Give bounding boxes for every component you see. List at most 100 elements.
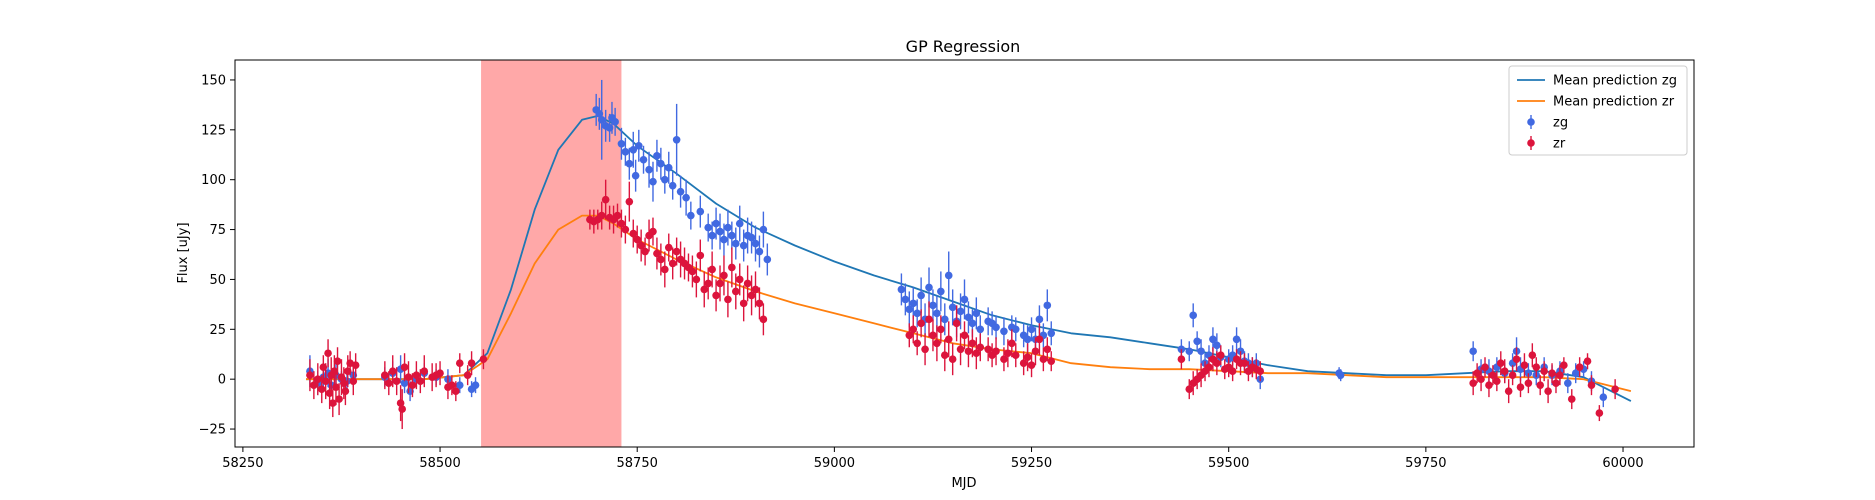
data-point-zr <box>1023 343 1032 372</box>
point-marker <box>940 315 949 324</box>
point-marker <box>420 367 429 375</box>
point-marker <box>708 265 716 274</box>
point-marker <box>1548 369 1556 377</box>
data-point-zg <box>1336 369 1345 382</box>
data-point-zg <box>901 283 910 316</box>
data-point-zg <box>964 301 973 334</box>
data-point-zr <box>948 343 957 376</box>
data-point-zr <box>328 389 337 418</box>
data-point-zr <box>1240 353 1249 374</box>
data-point-zg <box>905 291 914 328</box>
data-point-zr <box>696 239 705 272</box>
legend-entry-3: zg <box>1527 115 1568 131</box>
point-marker <box>645 165 653 174</box>
point-marker <box>649 177 657 186</box>
point-marker <box>763 255 772 264</box>
point-marker <box>917 319 925 328</box>
point-marker <box>1473 369 1481 377</box>
data-point-zr <box>324 339 332 368</box>
data-point-zg <box>1599 387 1608 408</box>
legend-entry-1: Mean prediction zg <box>1517 74 1677 89</box>
data-point-zr <box>743 265 752 302</box>
data-point-zr <box>668 247 677 280</box>
data-point-zr <box>1000 347 1008 372</box>
point-marker <box>1039 355 1048 364</box>
data-point-zr <box>704 267 712 300</box>
point-marker <box>968 339 977 348</box>
data-point-zr <box>692 261 701 298</box>
data-point-zr <box>1512 347 1521 372</box>
point-marker <box>1544 387 1552 395</box>
data-point-zr <box>1552 373 1560 394</box>
data-point-zr <box>306 359 314 392</box>
point-marker <box>639 155 648 164</box>
data-point-zr <box>964 335 973 368</box>
data-point-zr <box>1516 377 1525 398</box>
data-point-zg <box>645 151 653 188</box>
data-point-zr <box>1047 351 1056 372</box>
data-point-zr <box>621 215 630 244</box>
point-marker <box>1493 377 1501 385</box>
point-marker <box>956 345 965 354</box>
data-point-zr <box>909 315 918 344</box>
point-marker <box>1595 409 1604 417</box>
point-marker <box>1189 311 1198 320</box>
point-marker <box>1000 327 1008 336</box>
data-point-zr <box>1213 351 1221 376</box>
point-marker <box>692 275 701 284</box>
data-point-zr <box>1019 351 1028 376</box>
data-point-zr <box>1485 373 1493 398</box>
data-point-zg <box>455 377 464 394</box>
point-marker <box>739 299 748 308</box>
y-tick-label: 50 <box>209 273 226 288</box>
data-point-zr <box>1035 323 1044 356</box>
data-point-zg <box>672 103 681 176</box>
data-point-zr <box>921 333 929 366</box>
data-point-zr <box>452 381 460 402</box>
point-marker <box>1469 347 1477 356</box>
point-marker <box>381 371 389 379</box>
data-point-zr <box>1540 361 1548 382</box>
data-point-zg <box>728 221 736 250</box>
x-tick-label: 60000 <box>1602 456 1643 471</box>
data-point-zg <box>657 147 665 180</box>
data-point-zg <box>649 161 657 202</box>
point-marker <box>696 251 705 260</box>
point-marker <box>1564 379 1572 387</box>
data-point-zr <box>381 361 389 390</box>
point-marker <box>625 197 634 206</box>
point-marker <box>1228 367 1237 375</box>
data-point-zr <box>455 353 464 374</box>
data-point-zr <box>412 361 421 390</box>
point-marker <box>731 239 740 248</box>
point-marker <box>976 343 985 352</box>
point-marker <box>1011 351 1020 360</box>
y-tick-label: −25 <box>199 423 226 438</box>
point-marker <box>712 219 720 228</box>
point-marker <box>1336 371 1345 379</box>
y-tick-label: 150 <box>201 73 226 88</box>
point-marker <box>408 381 417 389</box>
point-marker <box>317 385 326 393</box>
data-point-zg <box>1571 363 1580 384</box>
point-marker <box>1508 371 1517 379</box>
point-marker <box>1552 379 1560 387</box>
data-point-zr <box>940 339 949 372</box>
point-marker <box>1047 357 1056 366</box>
point-marker <box>751 239 760 248</box>
point-marker <box>937 325 945 334</box>
data-point-zr <box>960 321 969 350</box>
point-marker <box>1567 395 1576 403</box>
data-point-zr <box>747 275 756 316</box>
data-point-zr <box>597 201 606 230</box>
point-marker <box>905 305 914 314</box>
data-point-zg <box>1027 317 1036 342</box>
point-marker <box>735 275 744 284</box>
point-marker <box>479 355 488 364</box>
legend-entry-2: Mean prediction zr <box>1517 95 1675 110</box>
data-point-zr <box>1011 343 1020 368</box>
data-point-zr <box>739 285 748 322</box>
data-point-zr <box>1508 365 1517 386</box>
point-marker <box>1489 371 1497 379</box>
point-marker <box>625 159 634 168</box>
